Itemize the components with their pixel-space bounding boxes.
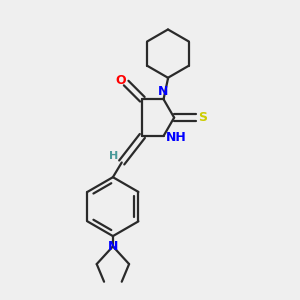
Text: N: N xyxy=(158,85,169,98)
Text: O: O xyxy=(116,74,126,87)
Text: H: H xyxy=(109,151,118,161)
Text: NH: NH xyxy=(166,131,186,144)
Text: S: S xyxy=(198,111,207,124)
Text: N: N xyxy=(108,240,118,253)
